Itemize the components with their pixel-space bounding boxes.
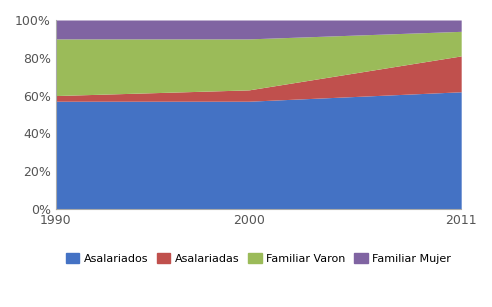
Legend: Asalariados, Asalariadas, Familiar Varon, Familiar Mujer: Asalariados, Asalariadas, Familiar Varon…	[62, 248, 456, 268]
